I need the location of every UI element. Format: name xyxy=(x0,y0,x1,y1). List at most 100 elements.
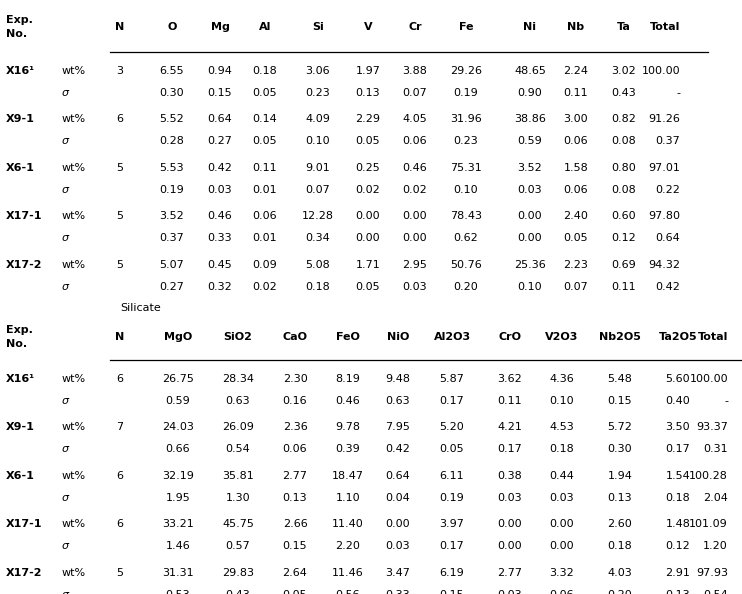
Text: 1.54: 1.54 xyxy=(666,471,690,481)
Text: 0.11: 0.11 xyxy=(564,88,588,98)
Text: 9.01: 9.01 xyxy=(306,163,330,173)
Text: -: - xyxy=(676,88,680,98)
Text: 0.17: 0.17 xyxy=(498,444,522,454)
Text: 5: 5 xyxy=(116,260,123,270)
Text: 0.01: 0.01 xyxy=(253,185,278,195)
Text: 3.32: 3.32 xyxy=(550,568,574,577)
Text: 100.00: 100.00 xyxy=(689,374,728,384)
Text: 29.26: 29.26 xyxy=(450,66,482,76)
Text: 0.00: 0.00 xyxy=(518,211,542,221)
Text: 5: 5 xyxy=(116,568,123,577)
Text: 1.20: 1.20 xyxy=(703,541,728,551)
Text: SiO2: SiO2 xyxy=(223,332,252,342)
Text: wt%: wt% xyxy=(62,163,86,173)
Text: 0.06: 0.06 xyxy=(564,137,588,146)
Text: Fe: Fe xyxy=(459,22,473,32)
Text: 91.26: 91.26 xyxy=(648,115,680,124)
Text: 0.00: 0.00 xyxy=(550,541,574,551)
Text: 0.11: 0.11 xyxy=(498,396,522,406)
Text: 2.30: 2.30 xyxy=(283,374,307,384)
Text: X17-1: X17-1 xyxy=(6,519,42,529)
Text: Al2O3: Al2O3 xyxy=(433,332,470,342)
Text: 2.23: 2.23 xyxy=(564,260,588,270)
Text: 0.06: 0.06 xyxy=(403,137,427,146)
Text: 0.30: 0.30 xyxy=(160,88,184,98)
Text: 1.97: 1.97 xyxy=(355,66,381,76)
Text: 4.21: 4.21 xyxy=(498,422,522,432)
Text: Nb2O5: Nb2O5 xyxy=(599,332,641,342)
Text: 35.81: 35.81 xyxy=(222,471,254,481)
Text: N: N xyxy=(115,332,125,342)
Text: 50.76: 50.76 xyxy=(450,260,482,270)
Text: 0.42: 0.42 xyxy=(655,282,680,292)
Text: No.: No. xyxy=(6,29,27,39)
Text: V: V xyxy=(364,22,372,32)
Text: 0.16: 0.16 xyxy=(283,396,307,406)
Text: 3: 3 xyxy=(116,66,123,76)
Text: 4.36: 4.36 xyxy=(550,374,574,384)
Text: 3.47: 3.47 xyxy=(386,568,410,577)
Text: 3.52: 3.52 xyxy=(160,211,184,221)
Text: 8.19: 8.19 xyxy=(335,374,361,384)
Text: 3.97: 3.97 xyxy=(439,519,464,529)
Text: 2.77: 2.77 xyxy=(283,471,307,481)
Text: 0.34: 0.34 xyxy=(306,233,330,243)
Text: 0.23: 0.23 xyxy=(306,88,330,98)
Text: 100.00: 100.00 xyxy=(641,66,680,76)
Text: 18.47: 18.47 xyxy=(332,471,364,481)
Text: 0.53: 0.53 xyxy=(165,590,190,594)
Text: 24.03: 24.03 xyxy=(162,422,194,432)
Text: 6.11: 6.11 xyxy=(440,471,464,481)
Text: 3.02: 3.02 xyxy=(611,66,637,76)
Text: 0.54: 0.54 xyxy=(226,444,250,454)
Text: CrO: CrO xyxy=(499,332,522,342)
Text: 0.90: 0.90 xyxy=(518,88,542,98)
Text: 0.56: 0.56 xyxy=(335,590,361,594)
Text: 94.32: 94.32 xyxy=(648,260,680,270)
Text: Al: Al xyxy=(259,22,271,32)
Text: 0.63: 0.63 xyxy=(226,396,250,406)
Text: 28.34: 28.34 xyxy=(222,374,254,384)
Text: 0.17: 0.17 xyxy=(666,444,690,454)
Text: 3.00: 3.00 xyxy=(564,115,588,124)
Text: 1.46: 1.46 xyxy=(165,541,191,551)
Text: 5.60: 5.60 xyxy=(666,374,690,384)
Text: 0.01: 0.01 xyxy=(253,233,278,243)
Text: 31.31: 31.31 xyxy=(162,568,194,577)
Text: 1.10: 1.10 xyxy=(335,493,361,503)
Text: X16¹: X16¹ xyxy=(6,374,35,384)
Text: 0.00: 0.00 xyxy=(403,233,427,243)
Text: 0.10: 0.10 xyxy=(453,185,479,195)
Text: 0.00: 0.00 xyxy=(403,211,427,221)
Text: 0.15: 0.15 xyxy=(608,396,632,406)
Text: 0.05: 0.05 xyxy=(564,233,588,243)
Text: 0.18: 0.18 xyxy=(666,493,690,503)
Text: 0.02: 0.02 xyxy=(252,282,278,292)
Text: 0.10: 0.10 xyxy=(518,282,542,292)
Text: 0.00: 0.00 xyxy=(498,541,522,551)
Text: 45.75: 45.75 xyxy=(222,519,254,529)
Text: V2O3: V2O3 xyxy=(545,332,579,342)
Text: 0.66: 0.66 xyxy=(165,444,190,454)
Text: 11.40: 11.40 xyxy=(332,519,364,529)
Text: 0.06: 0.06 xyxy=(283,444,307,454)
Text: 93.37: 93.37 xyxy=(696,422,728,432)
Text: 0.37: 0.37 xyxy=(655,137,680,146)
Text: 0.64: 0.64 xyxy=(655,233,680,243)
Text: 0.19: 0.19 xyxy=(160,185,184,195)
Text: 0.27: 0.27 xyxy=(160,282,185,292)
Text: 32.19: 32.19 xyxy=(162,471,194,481)
Text: 0.14: 0.14 xyxy=(252,115,278,124)
Text: X6-1: X6-1 xyxy=(6,163,35,173)
Text: wt%: wt% xyxy=(62,260,86,270)
Text: σ: σ xyxy=(62,185,69,195)
Text: 0.13: 0.13 xyxy=(608,493,632,503)
Text: Ta2O5: Ta2O5 xyxy=(659,332,697,342)
Text: 75.31: 75.31 xyxy=(450,163,482,173)
Text: Cr: Cr xyxy=(408,22,421,32)
Text: 0.28: 0.28 xyxy=(160,137,185,146)
Text: 0.60: 0.60 xyxy=(611,211,637,221)
Text: 0.20: 0.20 xyxy=(608,590,632,594)
Text: 0.32: 0.32 xyxy=(208,282,232,292)
Text: 4.05: 4.05 xyxy=(403,115,427,124)
